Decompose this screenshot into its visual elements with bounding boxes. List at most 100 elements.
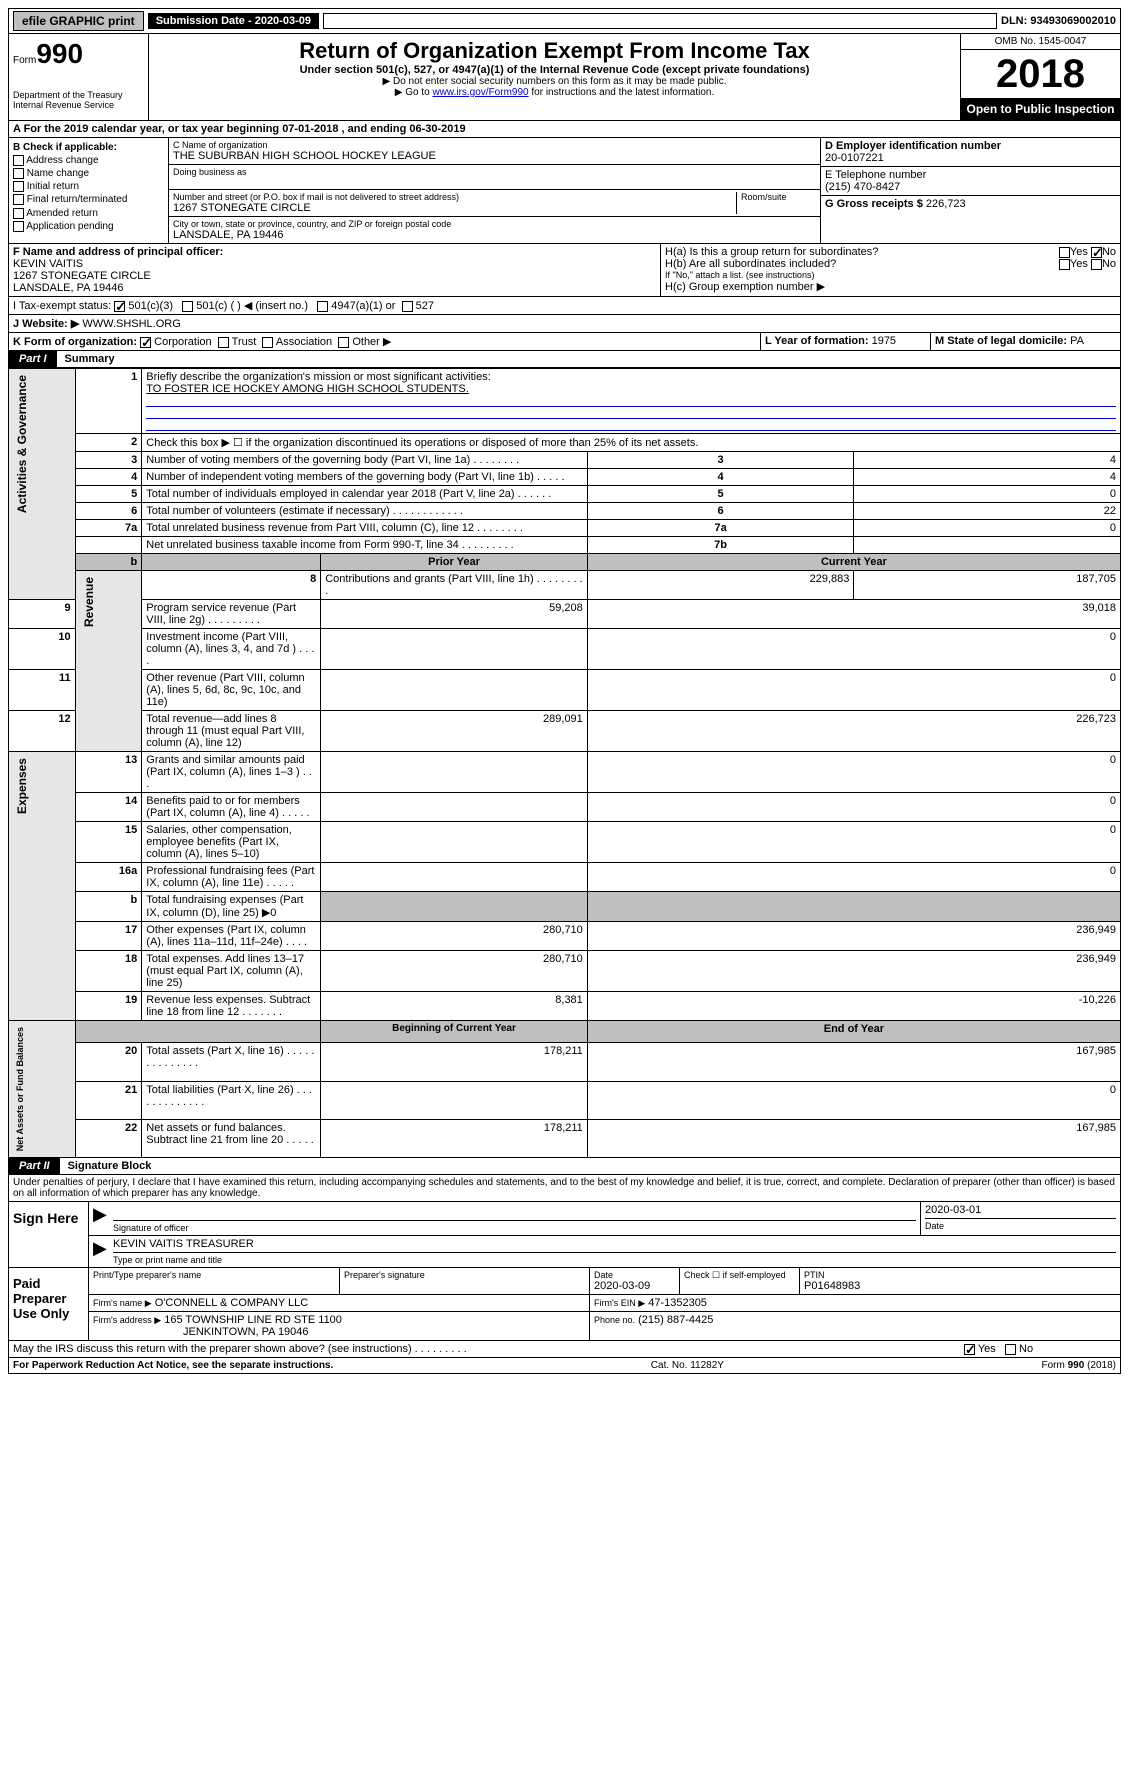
part1-title: Summary [57,351,123,367]
sign-date-label: Date [925,1221,1116,1231]
paid-label: Paid Preparer Use Only [9,1268,89,1340]
box-b: B Check if applicable: Address change Na… [9,138,169,243]
perjury-text: Under penalties of perjury, I declare th… [8,1175,1121,1202]
l-value: 1975 [872,335,896,347]
signer-name: KEVIN VAITIS TREASURER [113,1238,1116,1250]
line2-cell: Check this box ▶ ☐ if the organization d… [142,434,1121,452]
omb-number: OMB No. 1545-0047 [961,34,1120,50]
check-501c[interactable] [182,301,193,312]
check-501c3[interactable] [114,301,125,312]
gov-row: 5Total number of individuals employed in… [9,486,1121,503]
check-address[interactable]: Address change [13,155,164,166]
gov-row: 7aTotal unrelated business revenue from … [9,520,1121,537]
org-name: THE SUBURBAN HIGH SCHOOL HOCKEY LEAGUE [173,150,816,162]
box-b-header: B Check if applicable: [13,142,164,153]
dba-label: Doing business as [173,167,816,177]
gross-value: 226,723 [926,198,966,210]
check-corp[interactable] [140,337,151,348]
footer: For Paperwork Reduction Act Notice, see … [8,1358,1121,1374]
form-note1: ▶ Do not enter social security numbers o… [153,76,956,87]
ein-value: 20-0107221 [825,152,1116,164]
check-trust[interactable] [218,337,229,348]
room-label: Room/suite [741,192,816,202]
discuss-row: May the IRS discuss this return with the… [8,1341,1121,1358]
website-row: J Website: ▶ WWW.SHSHL.ORG [8,315,1121,333]
check-amended[interactable]: Amended return [13,208,164,219]
section-gov: Activities & Governance [13,371,31,517]
form-id-box: Form990 Department of the Treasury Inter… [9,34,149,120]
section-exp: Expenses [13,754,31,818]
hc-row: H(c) Group exemption number ▶ [665,280,1116,293]
form-title: Return of Organization Exempt From Incom… [153,38,956,64]
check-4947[interactable] [317,301,328,312]
gov-row: 6Total number of volunteers (estimate if… [9,503,1121,520]
m-label: M State of legal domicile: [935,335,1067,347]
part2-tab: Part II [9,1158,60,1174]
hb-row: H(b) Are all subordinates included? Yes … [665,258,1116,270]
sign-date: 2020-03-01 [925,1204,1116,1216]
dln: DLN: 93493069002010 [1001,15,1116,27]
box-f: F Name and address of principal officer:… [9,244,660,296]
check-final[interactable]: Final return/terminated [13,194,164,205]
section-rev: Revenue [80,573,98,631]
summary-table: Activities & Governance 1 Briefly descri… [8,368,1121,1158]
part1-tab: Part I [9,351,57,367]
tax-status-row: I Tax-exempt status: 501(c)(3) 501(c) ( … [8,297,1121,315]
form-number: 990 [36,38,83,69]
check-name[interactable]: Name change [13,168,164,179]
tax-year: 2018 [961,50,1120,98]
paid-preparer-block: Paid Preparer Use Only Print/Type prepar… [8,1268,1121,1341]
part2-title: Signature Block [60,1158,160,1174]
dept-label: Department of the Treasury Internal Reve… [13,90,144,110]
website-value: WWW.SHSHL.ORG [82,318,180,330]
officer-group-row: F Name and address of principal officer:… [8,244,1121,297]
year-header-row: b Prior Year Current Year [9,554,1121,571]
line-a: A For the 2019 calendar year, or tax yea… [8,121,1121,138]
phone-value: (215) 470-8427 [825,181,1116,193]
net-header-row: Net Assets or Fund Balances Beginning of… [9,1021,1121,1043]
entity-block: B Check if applicable: Address change Na… [8,138,1121,244]
phone-label: E Telephone number [825,169,1116,181]
discuss-no[interactable] [1005,1344,1016,1355]
gov-row: Net unrelated business taxable income fr… [9,537,1121,554]
arrow-icon: ▶ [89,1202,109,1235]
check-initial[interactable]: Initial return [13,181,164,192]
signer-name-label: Type or print name and title [113,1255,1116,1265]
addr-label: Number and street (or P.O. box if mail i… [173,192,736,202]
efile-button[interactable]: efile GRAPHIC print [13,11,144,31]
header-right: OMB No. 1545-0047 2018 Open to Public In… [960,34,1120,120]
hb-note: If "No," attach a list. (see instruction… [665,270,1116,280]
city-state-zip: LANSDALE, PA 19446 [173,229,816,241]
officer-addr2: LANSDALE, PA 19446 [13,282,656,294]
m-value: PA [1070,335,1084,347]
gross-label: G Gross receipts $ [825,198,923,210]
blank-field [323,13,997,29]
footer-left: For Paperwork Reduction Act Notice, see … [13,1360,333,1371]
check-527[interactable] [402,301,413,312]
header-center: Return of Organization Exempt From Incom… [149,34,960,120]
right-boxes: D Employer identification number 20-0107… [820,138,1120,243]
officer-addr1: 1267 STONEGATE CIRCLE [13,270,656,282]
k-label: K Form of organization: [13,336,137,348]
sign-block: Sign Here ▶ Signature of officer 2020-03… [8,1202,1121,1268]
check-pending[interactable]: Application pending [13,221,164,232]
check-other[interactable] [338,337,349,348]
form-subtitle: Under section 501(c), 527, or 4947(a)(1)… [153,64,956,76]
ein-label: D Employer identification number [825,140,1116,152]
officer-name: KEVIN VAITIS [13,258,656,270]
line1-cell: Briefly describe the organization's miss… [142,369,1121,434]
ha-row: H(a) Is this a group return for subordin… [665,246,1116,258]
top-bar: efile GRAPHIC print Submission Date - 20… [8,8,1121,34]
l-label: L Year of formation: [765,335,869,347]
discuss-yes[interactable] [964,1344,975,1355]
gov-row: 3Number of voting members of the governi… [9,452,1121,469]
submission-date: Submission Date - 2020-03-09 [148,13,319,29]
irs-link[interactable]: www.irs.gov/Form990 [432,87,528,98]
section-net: Net Assets or Fund Balances [13,1023,27,1155]
form-org-row: K Form of organization: Corporation Trus… [8,333,1121,351]
sig-officer-label: Signature of officer [113,1223,916,1233]
part1-header: Part I Summary [8,351,1121,368]
form-prefix: Form [13,55,36,66]
check-assoc[interactable] [262,337,273,348]
i-label: I Tax-exempt status: [13,300,111,312]
